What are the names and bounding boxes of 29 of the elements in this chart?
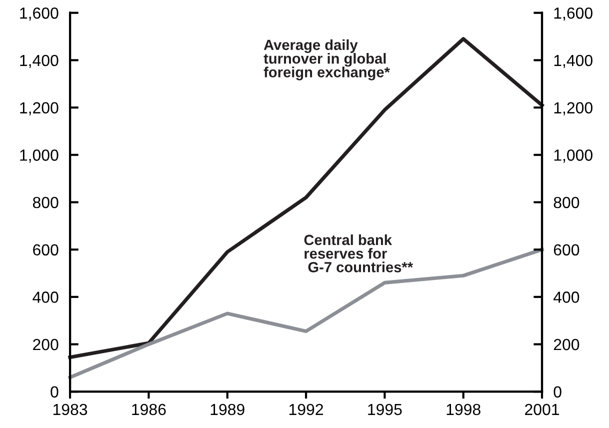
- x-tick-label: 1983: [53, 404, 88, 416]
- series-label: Central bank reserves for G-7 countries**: [304, 234, 414, 272]
- y-tick-label: 1,000: [20, 150, 58, 163]
- y-tick-label: 200: [33, 338, 58, 350]
- series-label: Average daily turnover in global foreign exchange*: [264, 39, 390, 80]
- x-tick-label: 2001: [525, 404, 559, 416]
- y-tick-label: 1,200: [20, 102, 58, 116]
- y-tick-label: 1,400: [20, 54, 58, 68]
- y2-tick-label: 1,400: [554, 54, 592, 68]
- y2-tick-label: 1,200: [554, 102, 592, 116]
- y-tick-label: 0: [50, 386, 58, 398]
- y-tick-label: 1,600: [20, 7, 58, 21]
- y2-tick-label: 1,000: [554, 150, 592, 163]
- x-tick-label: 1998: [446, 404, 480, 416]
- line-series: [68, 37, 544, 360]
- y2-tick-label: 200: [554, 338, 580, 350]
- x-tick-label: 1992: [289, 404, 323, 416]
- x-tick-label: 1986: [132, 404, 166, 416]
- x-tick-label: 1989: [210, 404, 244, 416]
- y-tick-label: 600: [33, 244, 58, 256]
- y2-tick-label: 400: [553, 292, 580, 303]
- y2-tick-label: 600: [554, 244, 580, 256]
- y2-tick-label: 0: [554, 386, 562, 398]
- y2-tick-label: 1,600: [554, 7, 592, 21]
- x-tick-label: 1995: [368, 404, 402, 416]
- y-tick-label: 400: [32, 292, 58, 303]
- line-series: [68, 248, 544, 380]
- y2-tick-label: 800: [554, 196, 580, 208]
- y-tick-label: 800: [32, 196, 58, 208]
